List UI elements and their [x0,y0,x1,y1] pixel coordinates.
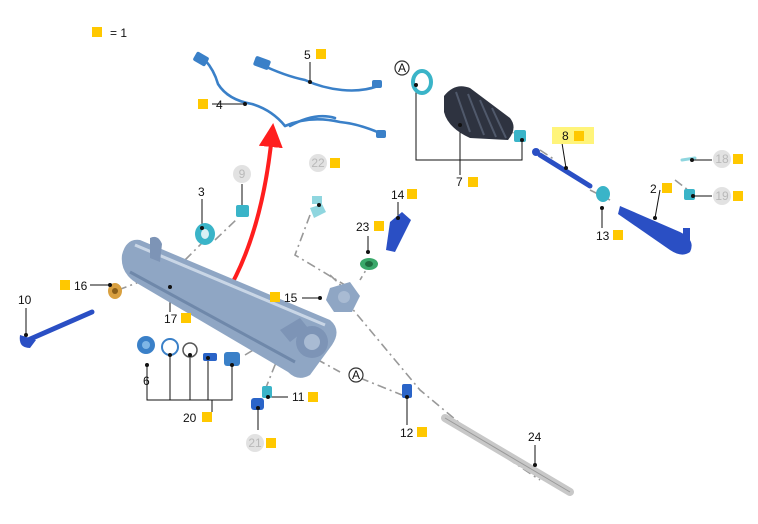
legend-text: = 1 [110,26,127,40]
callout-15[interactable]: 15 [270,291,298,305]
ring-clip-part-1 [411,69,433,95]
svg-text:9: 9 [239,167,246,181]
tie-rod-part-10 [19,309,95,348]
svg-text:A: A [398,61,406,75]
pinion-shaft-part-14 [386,212,411,252]
svg-text:13: 13 [596,229,610,243]
callout-9[interactable]: 9 [233,165,251,183]
valve-part-15 [326,282,360,312]
callout-2[interactable]: 2 [650,182,672,196]
seal-part-23 [360,258,378,270]
svg-text:16: 16 [74,279,88,293]
section-a-marker-icon: A [394,60,410,76]
svg-text:6: 6 [143,374,150,388]
leader-dots [24,80,695,467]
svg-text:4: 4 [216,98,223,112]
callout-23[interactable]: 23 [356,220,384,234]
svg-text:15: 15 [284,291,298,305]
svg-text:17: 17 [164,312,178,326]
callout-16[interactable]: 16 [60,279,88,293]
tie-rod-end-part-2 [618,206,692,255]
callout-12[interactable]: 12 [400,426,427,440]
callout-17[interactable]: 17 [164,312,191,326]
svg-text:5: 5 [304,48,311,62]
svg-text:19: 19 [715,189,729,203]
svg-text:18: 18 [715,152,729,166]
callout-21[interactable]: 21 [246,434,276,452]
callout-18[interactable]: 18 [713,150,743,168]
svg-text:20: 20 [183,411,197,425]
svg-text:23: 23 [356,220,370,234]
cap-part-20d [224,352,240,366]
svg-text:21: 21 [248,436,262,450]
callout-13[interactable]: 13 [596,229,623,243]
callout-14[interactable]: 14 [391,188,417,202]
svg-text:8: 8 [562,129,569,143]
inner-tie-rod-part-8 [532,148,593,189]
callout-3[interactable]: 3 [198,185,205,199]
callout-11[interactable]: 11 [292,390,318,404]
callout-6[interactable]: 6 [143,374,150,388]
bushing-part-16 [108,283,122,299]
svg-text:22: 22 [311,156,325,170]
callout-5[interactable]: 5 [304,48,326,62]
legend-square-icon [92,27,102,37]
callout-22[interactable]: 22 [309,154,340,172]
fitting-part-11 [262,386,272,398]
wiring-harness-part-4 [193,51,386,138]
callout-24[interactable]: 24 [528,430,542,444]
plug-part-20c [203,353,217,361]
leader-lines [25,62,712,465]
callout-4[interactable]: 4 [198,98,223,112]
seal-part-6 [137,336,155,354]
nut-part-9 [236,205,249,217]
svg-text:12: 12 [400,426,414,440]
svg-text:11: 11 [292,390,305,404]
callout-20[interactable]: 20 [183,411,212,425]
steering-rack-housing-part-17 [121,236,337,378]
clip-part-7b [514,130,526,142]
callout-7[interactable]: 7 [456,175,478,189]
callout-19[interactable]: 19 [713,187,743,205]
rod-part-24 [441,414,574,496]
bellows-boot-part-7 [444,86,514,140]
svg-text:3: 3 [198,185,205,199]
svg-text:2: 2 [650,182,657,196]
section-a-marker-bottom-icon: A [348,367,364,383]
svg-text:7: 7 [456,175,463,189]
svg-text:A: A [352,368,360,382]
cap-part-21 [251,398,264,410]
svg-text:24: 24 [528,430,542,444]
nut-part-13 [596,186,610,202]
svg-text:10: 10 [18,293,32,307]
fitting-part-12 [402,384,412,398]
boot-collar-part-3 [195,223,215,245]
callout-8[interactable]: 8 [552,127,594,144]
callout-10[interactable]: 10 [18,293,32,307]
o-ring-part-20a [161,338,179,356]
svg-text:14: 14 [391,188,405,202]
wiring-harness-part-5 [253,56,382,92]
fitting-part-22 [310,196,326,218]
